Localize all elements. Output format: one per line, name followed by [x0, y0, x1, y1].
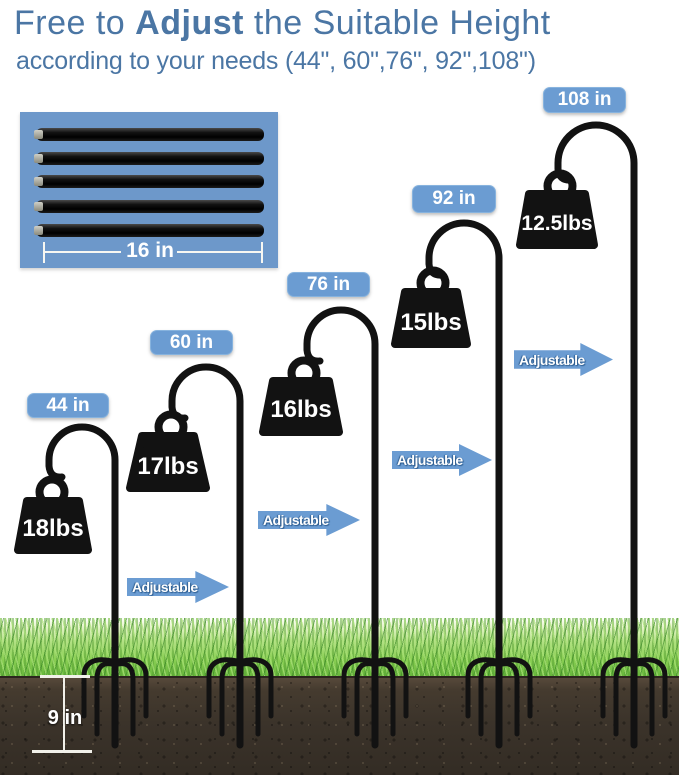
height-label-76: 76 in — [287, 272, 370, 297]
depth-measure-tick — [32, 750, 92, 753]
stake-prongs — [465, 657, 533, 737]
shepherd-hook-60: 17lbs — [126, 363, 274, 749]
shepherd-hook-44: 18lbs — [14, 423, 149, 749]
hook-pole — [303, 306, 379, 749]
ground-depth-measure: 9 in — [30, 670, 104, 762]
depth-measure-line — [63, 677, 65, 753]
depth-measure-tick — [40, 675, 90, 678]
length-measure-tick — [261, 242, 263, 263]
weight-label: 12.5lbs — [521, 212, 592, 235]
length-measure-line — [44, 251, 121, 253]
weight-icon — [126, 432, 210, 492]
length-measure-line — [177, 251, 262, 253]
adjustable-arrow-label: Adjustable — [397, 452, 463, 468]
title-post: the Suitable Height — [243, 4, 551, 42]
adjustable-arrow-label: Adjustable — [132, 579, 198, 595]
pole-length-label: 16 in — [126, 239, 174, 262]
pole-segment — [34, 128, 264, 141]
shepherd-hook-92: 15lbs — [391, 219, 533, 749]
pole-segment — [34, 175, 264, 188]
pole-segment — [34, 200, 264, 213]
weight-icon — [259, 377, 343, 436]
weight-label: 16lbs — [270, 396, 331, 423]
weight-label: 17lbs — [137, 453, 198, 480]
adjustable-arrow-label: Adjustable — [519, 351, 585, 368]
weight-icon — [14, 497, 92, 554]
stake-prongs — [600, 657, 668, 737]
stake-prongs — [206, 657, 274, 737]
shepherd-hook-76: 16lbs — [259, 306, 409, 749]
weight-label: 15lbs — [400, 309, 461, 336]
depth-label: 9 in — [47, 707, 83, 729]
length-measure-tick — [43, 242, 45, 263]
pole-segments-panel: 16 in — [20, 112, 278, 268]
height-label-92: 92 in — [412, 185, 496, 213]
title-emphasis: Adjust — [135, 4, 244, 42]
adjustable-arrow-label: Adjustable — [263, 512, 329, 528]
stake-prongs — [341, 657, 409, 737]
subtitle: according to your needs (44", 60",76", 9… — [16, 47, 536, 75]
pole-segment — [34, 152, 264, 165]
weight-icon — [516, 190, 598, 249]
pole-segment — [34, 224, 264, 237]
hook-pole — [45, 423, 119, 749]
page-title: Free to Adjust the Suitable Height — [14, 2, 674, 44]
shepherd-hook-108: 12.5lbs — [516, 121, 668, 749]
height-label-44: 44 in — [27, 393, 109, 418]
header: Free to Adjust the Suitable Height accor… — [14, 2, 674, 76]
height-label-108: 108 in — [543, 87, 626, 113]
weight-icon — [391, 288, 471, 348]
title-pre: Free to — [14, 4, 136, 42]
height-label-60: 60 in — [150, 330, 233, 355]
weight-label: 18lbs — [22, 515, 83, 542]
